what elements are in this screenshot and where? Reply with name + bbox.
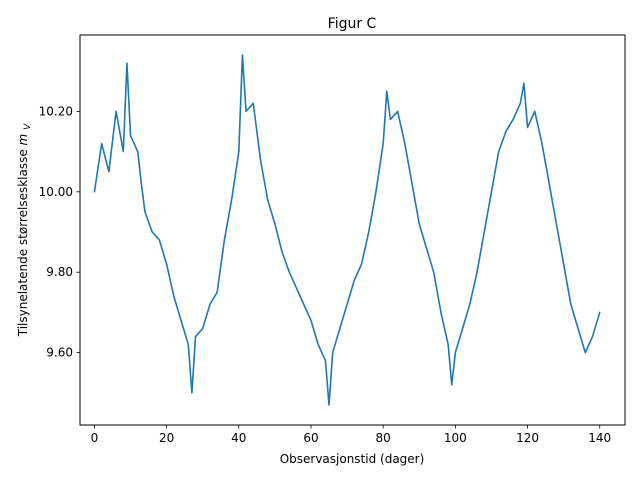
plot-frame	[79, 34, 626, 426]
series-layer	[93, 54, 601, 406]
y-axis-title-symbol: m	[16, 134, 30, 146]
y-tick-label: 9.80	[46, 265, 73, 279]
x-tick-label: 20	[159, 431, 174, 445]
x-tick-label: 100	[444, 431, 467, 445]
plot-area	[80, 35, 625, 425]
x-axis-ticks: 0 20 40 60 80 100 120 140	[91, 425, 611, 445]
y-axis-title: Tilsynelatende størrelsesklasse m V	[16, 123, 33, 337]
x-tick-label: 140	[588, 431, 611, 445]
y-axis-title-subscript: V	[23, 123, 33, 130]
y-tick-label: 10.00	[39, 185, 73, 199]
x-tick-label: 120	[516, 431, 539, 445]
series-line	[93, 54, 601, 406]
x-tick-label: 80	[376, 431, 391, 445]
x-axis-title: Observasjonstid (dager)	[280, 452, 425, 466]
chart-title: Figur C	[328, 16, 377, 32]
x-tick-label: 40	[231, 431, 246, 445]
x-tick-label: 60	[303, 431, 318, 445]
y-tick-label: 10.20	[39, 104, 73, 118]
y-axis-ticks: 9.60 9.80 10.00 10.20	[39, 104, 80, 360]
y-axis-title-text: Tilsynelatende størrelsesklasse	[16, 149, 30, 337]
y-tick-label: 9.60	[46, 346, 73, 360]
x-tick-label: 0	[91, 431, 99, 445]
